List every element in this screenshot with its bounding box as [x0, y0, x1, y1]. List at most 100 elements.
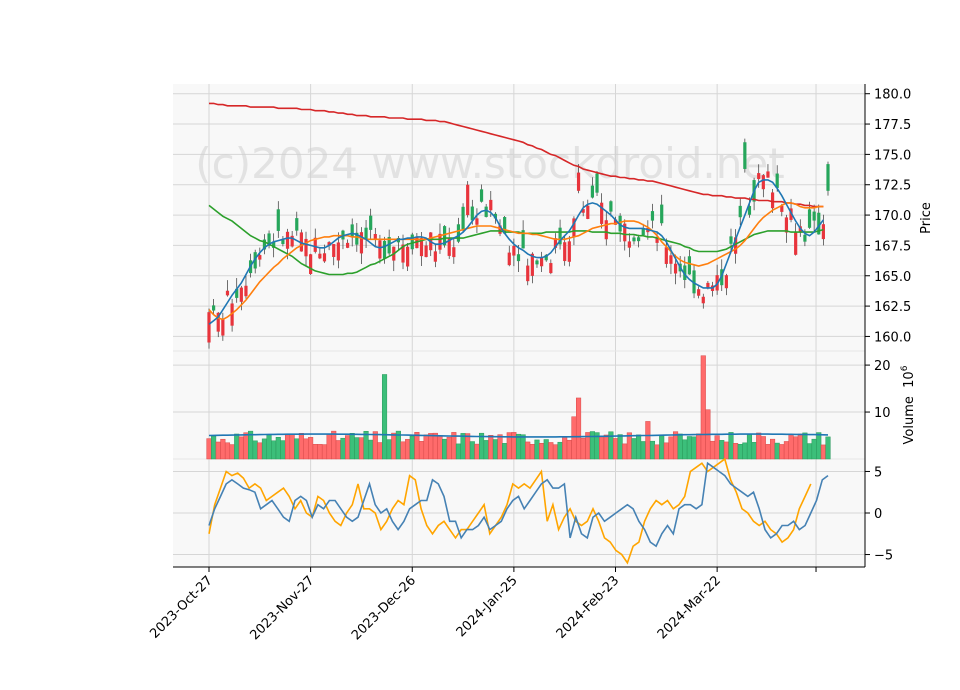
volume-bar [746, 434, 753, 460]
candle-body [332, 244, 336, 257]
volume-bar [760, 436, 766, 460]
candle-body [387, 237, 391, 254]
volume-bar [811, 438, 817, 460]
candle-body [632, 237, 636, 242]
volume-bar [303, 438, 309, 460]
candle-body [586, 205, 590, 219]
volume-bar [442, 438, 448, 460]
volume-bar [686, 436, 692, 460]
candle-body [729, 236, 733, 244]
candle-body [701, 296, 705, 304]
oscillator-line-b [208, 457, 812, 565]
candle-body [683, 265, 687, 281]
candle-body [401, 244, 405, 263]
price-tick-label: 165.0 [874, 270, 911, 285]
volume-bar [654, 444, 660, 460]
candle-body [567, 241, 571, 262]
volume-bar [206, 438, 212, 460]
volume-bar [497, 434, 503, 460]
volume-axis-label: Volume 106 [900, 365, 917, 444]
volume-bar [483, 440, 489, 460]
volume-bar [589, 431, 595, 460]
volume-bar [802, 432, 808, 460]
volume-bar [797, 433, 803, 460]
volume-tick-label: 20 [874, 359, 891, 374]
candle-body [775, 173, 779, 188]
volume-bar [363, 430, 369, 460]
volume-bar [571, 416, 577, 460]
volume-bar [386, 439, 392, 460]
volume-bar [534, 439, 540, 460]
volume-bar [737, 444, 743, 460]
candle-body [475, 218, 479, 225]
volume-bar [626, 432, 632, 460]
volume-bar [391, 432, 397, 460]
volume-bar [345, 435, 351, 460]
price-tick-label: 160.0 [874, 330, 911, 345]
candle-body [239, 287, 243, 302]
candle-body [295, 218, 299, 231]
volume-bar [529, 444, 535, 460]
volume-bar [405, 439, 411, 460]
volume-bar [289, 434, 295, 460]
candle-body [706, 282, 710, 289]
candle-body [664, 247, 668, 264]
volume-bar [349, 433, 355, 460]
candle-body [285, 231, 290, 249]
candle-body [378, 240, 382, 259]
candle-body [359, 232, 364, 254]
price-axis-label: Price [919, 202, 934, 234]
volume-bar [211, 435, 217, 460]
candle-body [276, 209, 280, 231]
candle-body [355, 232, 359, 245]
candle-body [336, 242, 340, 261]
volume-bar [673, 431, 679, 460]
candle-body [461, 206, 465, 230]
volume-bar [520, 434, 526, 460]
candle-body [637, 237, 641, 242]
candle-body [419, 238, 424, 257]
volume-bar [474, 443, 480, 460]
volume-marks [206, 355, 831, 460]
candle-body [369, 215, 373, 230]
candle-body [549, 263, 553, 274]
candle-body [590, 185, 595, 198]
volume-bar [649, 440, 656, 460]
volume-bar [816, 432, 822, 460]
candle-body [627, 241, 631, 248]
volume-bar [234, 433, 240, 460]
candle-body [456, 224, 461, 242]
candle-body [345, 242, 350, 248]
candle-body [807, 209, 812, 228]
candle-body [447, 238, 451, 256]
candle-body [724, 275, 728, 289]
candle-body [470, 206, 474, 221]
volume-bar [825, 436, 831, 460]
volume-bar [271, 440, 277, 460]
candle-body [350, 224, 354, 237]
volume-bar [599, 436, 605, 460]
candle-body [484, 206, 488, 217]
candle-body [553, 238, 558, 248]
candle-body [660, 204, 664, 224]
volume-bar [793, 436, 799, 460]
volume-bar [770, 438, 776, 460]
candle-body [253, 252, 257, 269]
volume-bar [298, 433, 304, 460]
candle-body [803, 234, 807, 242]
volume-bar [691, 436, 697, 460]
volume-bar [548, 442, 554, 460]
volume-bar [280, 440, 286, 460]
volume-bar [622, 443, 628, 460]
volume-bar [612, 438, 619, 460]
candle-body [794, 232, 798, 255]
ma-mid-line [208, 202, 824, 321]
volume-bar [557, 441, 563, 460]
candle-body [780, 205, 784, 212]
volume-bar [358, 437, 364, 460]
volume-average-line [208, 433, 829, 438]
price-tick-label: 170.0 [874, 209, 911, 224]
volume-bar [631, 438, 637, 460]
volume-bar [400, 441, 406, 460]
